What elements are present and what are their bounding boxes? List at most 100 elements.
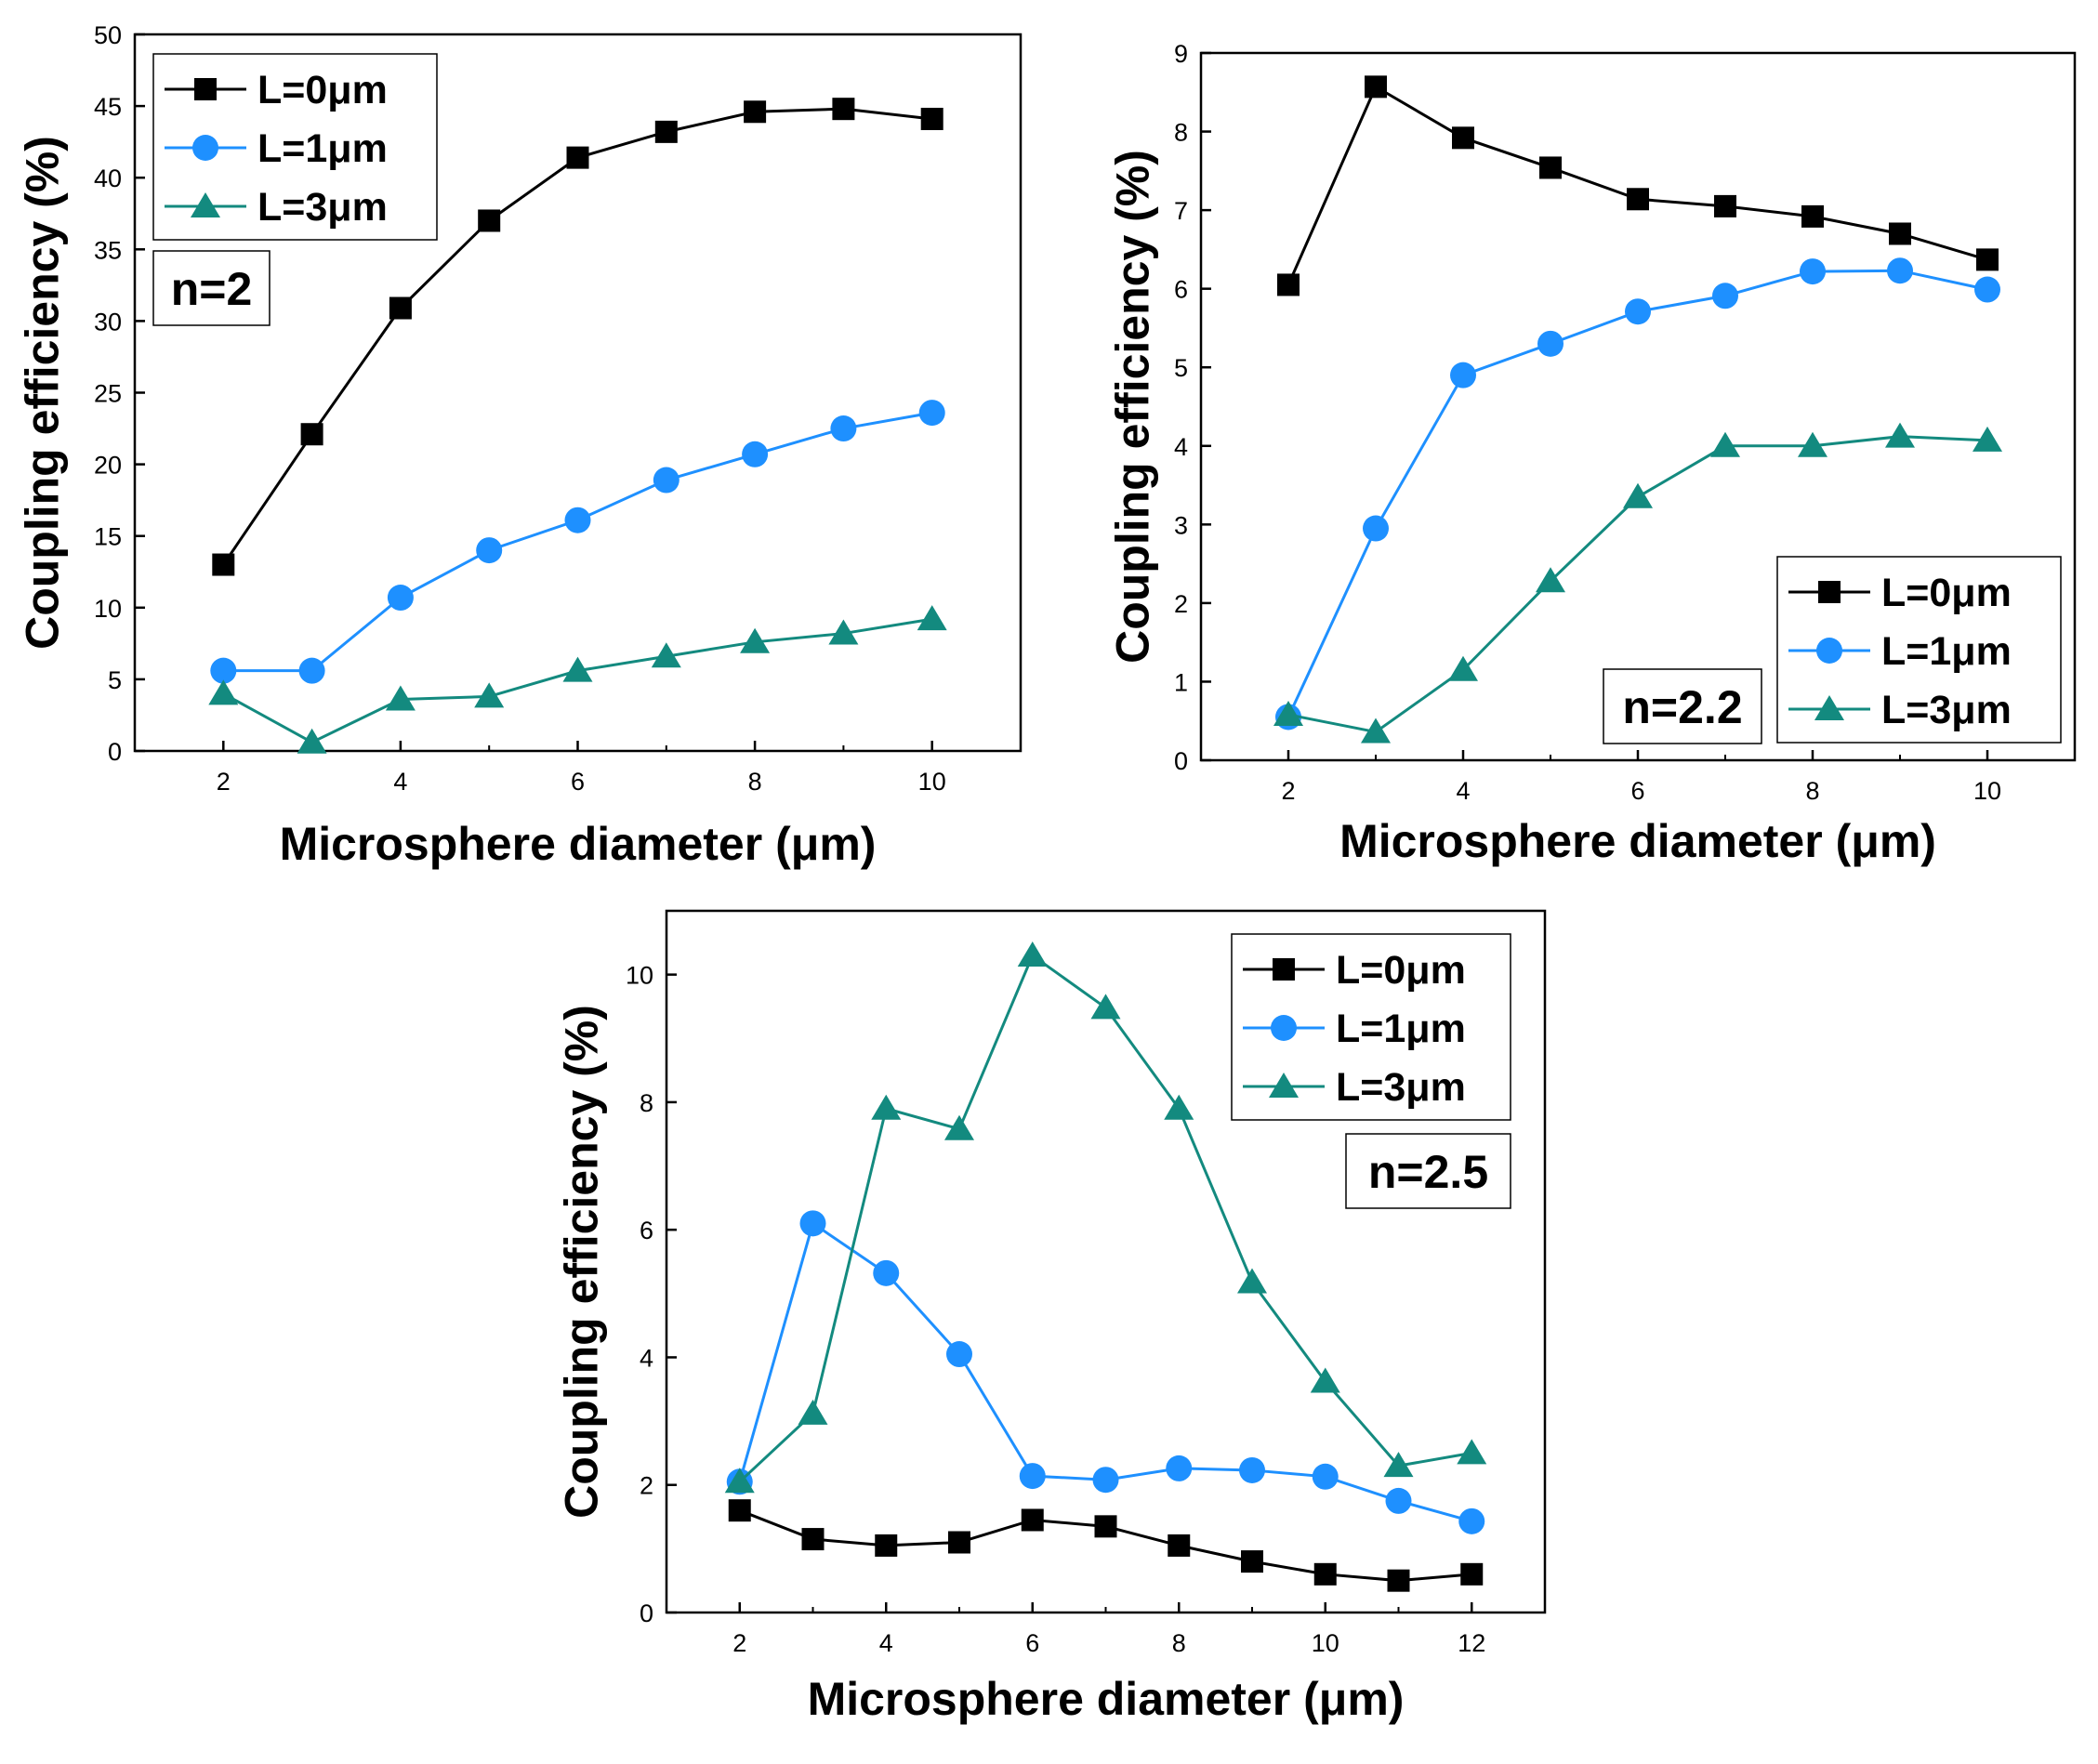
data-point — [1714, 194, 1736, 217]
data-point — [1887, 257, 1913, 284]
y-tick-label: 5 — [108, 666, 122, 694]
data-point — [1798, 431, 1828, 457]
data-point — [1460, 1562, 1484, 1586]
data-point — [1017, 941, 1048, 968]
data-point — [944, 1114, 974, 1140]
data-point — [1273, 700, 1303, 726]
data-point — [946, 1341, 972, 1368]
x-axis-title: Microsphere diameter (μm) — [280, 818, 877, 870]
y-tick-label: 2 — [1174, 590, 1188, 618]
y-axis-title: Coupling efficiency (%) — [1107, 150, 1159, 664]
y-tick-label: 6 — [640, 1217, 653, 1244]
data-point — [875, 1534, 898, 1557]
data-point — [1241, 1550, 1263, 1573]
series-L=3μm — [724, 941, 1487, 1494]
x-tick-label: 6 — [571, 768, 585, 796]
x-tick-label: 8 — [748, 768, 762, 796]
data-point — [1623, 482, 1653, 508]
data-point — [1092, 1467, 1119, 1494]
data-point — [832, 98, 855, 121]
data-point — [1627, 188, 1649, 211]
y-tick-label: 1 — [1174, 668, 1188, 696]
series-L=1μm — [210, 400, 945, 684]
y-tick-label: 3 — [1174, 511, 1188, 539]
legend-label: L=0μm — [257, 68, 388, 112]
data-point — [798, 1399, 828, 1425]
data-point — [1448, 655, 1478, 681]
data-point — [385, 685, 416, 711]
data-point — [1452, 126, 1474, 150]
data-point — [478, 209, 501, 232]
data-point — [476, 537, 503, 564]
data-point — [1277, 273, 1300, 296]
data-point — [1168, 1534, 1191, 1557]
legend-marker — [1818, 581, 1841, 603]
tag-label: n=2.2 — [1622, 681, 1742, 733]
series-L=0μm — [1277, 75, 1999, 296]
data-point — [1625, 298, 1651, 325]
x-tick-label: 6 — [1025, 1629, 1039, 1657]
data-point — [728, 1499, 751, 1522]
y-tick-label: 25 — [94, 380, 122, 408]
data-point — [1387, 1569, 1410, 1592]
series-line — [1287, 85, 1988, 286]
legend-marker — [192, 135, 218, 161]
data-point — [210, 657, 237, 684]
data-point — [920, 107, 943, 130]
data-point — [1536, 567, 1565, 593]
data-point — [651, 642, 681, 668]
legend: L=0μm L=1μm L=3μm — [1776, 556, 2062, 744]
legend-marker — [1814, 695, 1844, 720]
data-point — [564, 507, 591, 533]
data-point — [1019, 1463, 1046, 1490]
y-tick-label: 4 — [1174, 433, 1188, 461]
y-tick-label: 0 — [1174, 747, 1188, 775]
x-tick-label: 4 — [1456, 777, 1470, 805]
y-tick-label: 30 — [94, 308, 122, 336]
data-point — [654, 120, 678, 143]
x-tick-label: 10 — [1312, 1629, 1339, 1657]
x-tick-label: 12 — [1458, 1629, 1485, 1657]
data-point — [1458, 1507, 1485, 1534]
data-point — [1383, 1452, 1414, 1478]
legend-marker — [1816, 638, 1842, 664]
data-point — [1889, 222, 1911, 245]
data-point — [1800, 258, 1826, 285]
data-point — [1363, 515, 1389, 542]
data-point — [724, 1468, 755, 1494]
legend-label: L=0μm — [1336, 948, 1466, 993]
legend-label: L=0μm — [1881, 571, 2012, 615]
data-point — [1164, 1094, 1194, 1120]
y-tick-label: 7 — [1174, 197, 1188, 225]
y-tick-label: 10 — [94, 595, 122, 623]
x-tick-label: 8 — [1805, 777, 1819, 805]
chart-panel-n2: 2 4 6 8 10 0 5 10 15 20 25 30 35 40 45 50 Microsphere di… — [17, 21, 1023, 870]
data-point — [917, 605, 947, 631]
legend-label: L=3μm — [1336, 1065, 1466, 1110]
chart-panel-n2.2: 2 4 6 8 10 0 1 2 3 4 5 6 7 8 9 Microsphere diameter (μm… — [1107, 40, 2077, 867]
y-tick-label: 35 — [94, 236, 122, 264]
y-tick-label: 6 — [1174, 276, 1188, 304]
x-tick-label: 2 — [732, 1629, 746, 1657]
legend-marker — [1273, 958, 1295, 981]
data-point — [1310, 1367, 1340, 1393]
y-tick-label: 9 — [1174, 40, 1188, 68]
series-L=1μm — [726, 1210, 1485, 1534]
y-axis-title: Coupling efficiency (%) — [556, 1005, 608, 1519]
y-tick-label: 10 — [626, 962, 653, 990]
data-point — [298, 657, 325, 684]
data-point — [208, 679, 239, 705]
data-point — [566, 146, 589, 169]
tag-label: n=2.5 — [1368, 1146, 1488, 1198]
x-axis-title: Microsphere diameter (μm) — [808, 1673, 1405, 1725]
data-point — [1312, 1463, 1339, 1490]
refractive-index-tag: n=2 — [152, 250, 270, 326]
data-point — [799, 1210, 826, 1237]
data-point — [297, 728, 327, 754]
y-axis-title: Coupling efficiency (%) — [17, 136, 69, 650]
data-point — [948, 1531, 970, 1554]
y-tick-label: 4 — [640, 1344, 653, 1372]
x-tick-label: 10 — [918, 768, 946, 796]
data-point — [1539, 156, 1562, 179]
x-tick-label: 2 — [1281, 777, 1295, 805]
